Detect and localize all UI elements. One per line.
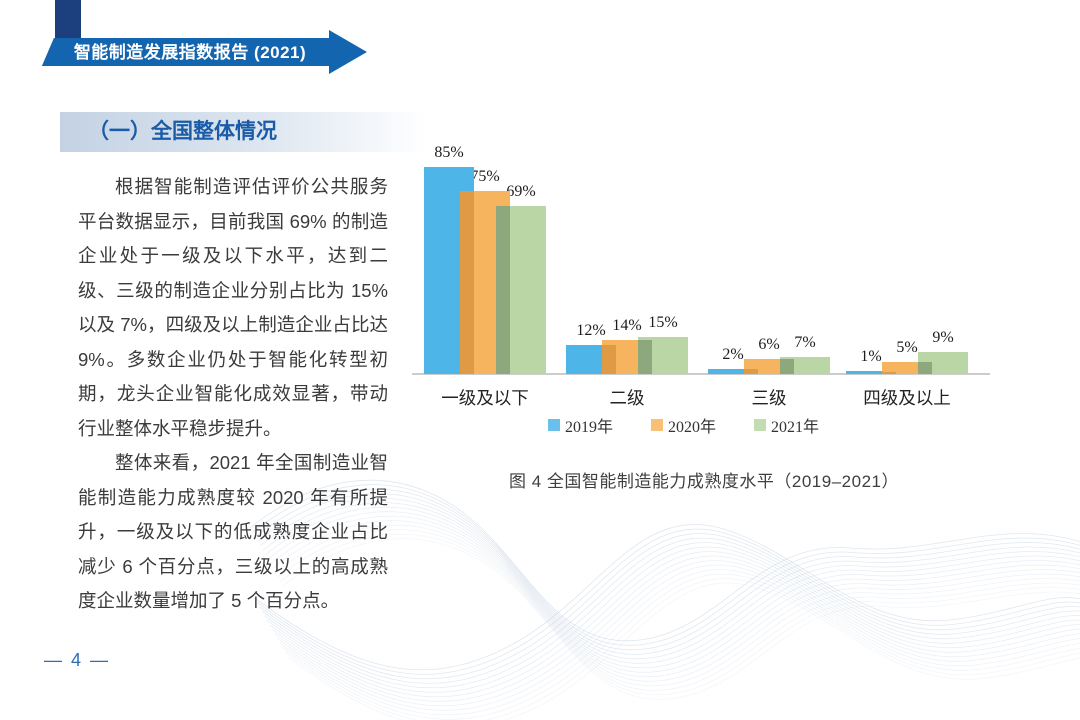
section-heading-text: （一）全国整体情况	[88, 120, 277, 143]
value-label: 85%	[434, 144, 464, 161]
value-label: 1%	[860, 348, 882, 365]
bar-2021年-四级及以上	[918, 352, 968, 374]
section-heading: （一）全国整体情况	[60, 112, 428, 152]
paragraph-2: 整体来看，2021 年全国制造业智能制造能力成熟度较 2020 年有所提升，一级…	[78, 452, 388, 611]
legend-label: 2019年	[565, 419, 614, 436]
bar-overlap-shade	[602, 345, 616, 374]
value-label: 7%	[794, 334, 816, 351]
bar-overlap-shade	[460, 191, 474, 374]
paragraph-1: 根据智能制造评估评价公共服务平台数据显示，目前我国 69% 的制造企业处于一级及…	[78, 176, 388, 439]
value-label: 69%	[506, 183, 536, 200]
legend-swatch	[754, 419, 767, 431]
maturity-bar-chart: 85% 75% 69% 一级及以下 12% 14% 15% 二级 2% 6% 7% 三级 1% 5% 9% 四…	[412, 140, 990, 408]
figure-caption: 图 4 全国智能制造能力成熟度水平（2019–2021）	[509, 472, 899, 491]
legend-swatch	[548, 419, 560, 431]
banner-title: 智能制造发展指数报告 (2021)	[74, 42, 306, 62]
value-label: 12%	[576, 322, 606, 339]
bar-overlap-shade	[918, 362, 932, 374]
bar-2019年-四级及以上	[846, 371, 896, 374]
category-label-一级及以下: 一级及以下	[441, 388, 529, 408]
body-text: 根据智能制造评估评价公共服务平台数据显示，目前我国 69% 的制造企业处于一级及…	[78, 170, 388, 619]
page-number: — 4 —	[44, 650, 111, 670]
bar-overlap-shade	[744, 369, 758, 374]
banner-block	[55, 0, 81, 40]
bar-overlap-shade	[780, 359, 794, 374]
value-label: 2%	[722, 346, 744, 363]
bar-overlap-shade	[882, 372, 896, 374]
value-label: 15%	[648, 314, 678, 331]
bar-2019年-三级	[708, 369, 758, 374]
bar-2021年-二级	[638, 337, 688, 374]
bar-2021年-三级	[780, 357, 830, 374]
category-label-四级及以上: 四级及以上	[863, 388, 951, 408]
x-axis-line	[412, 373, 990, 375]
value-label: 6%	[758, 336, 780, 353]
chart-legend: 2019年 2020年 2021年	[548, 413, 819, 437]
bar-overlap-shade	[496, 206, 510, 374]
value-label: 9%	[932, 329, 954, 346]
legend-label: 2020年	[668, 419, 717, 436]
report-header-banner: 智能制造发展指数报告 (2021)	[42, 0, 367, 74]
category-label-三级: 三级	[751, 388, 787, 408]
legend-label: 2021年	[771, 419, 820, 436]
legend-item-2019年: 2019年	[548, 413, 613, 437]
value-label: 75%	[470, 168, 500, 185]
legend-item-2020年: 2020年	[651, 413, 716, 437]
banner-arrow	[42, 30, 367, 74]
bar-2021年-一级及以下	[496, 206, 546, 374]
value-label: 14%	[612, 317, 642, 334]
value-label: 5%	[896, 339, 918, 356]
legend-swatch	[651, 419, 664, 431]
legend-item-2021年: 2021年	[754, 413, 819, 437]
category-label-二级: 二级	[609, 388, 645, 408]
bar-overlap-shade	[638, 340, 652, 374]
